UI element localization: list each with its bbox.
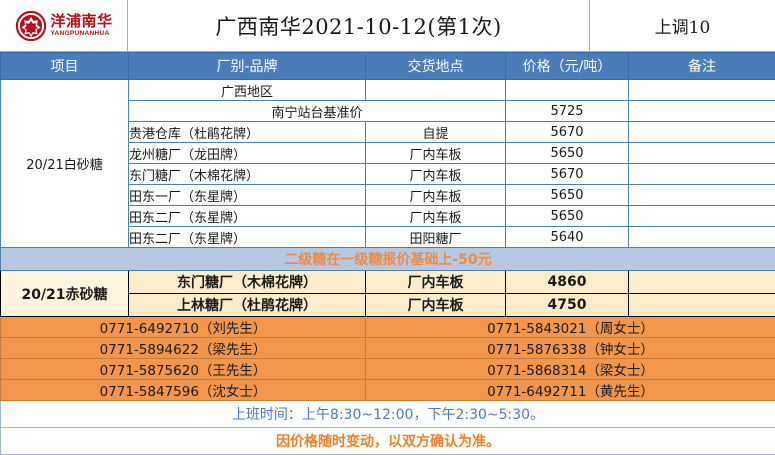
place-cell: 厂内车板: [366, 164, 506, 185]
place-cell: 厂内车板: [366, 294, 506, 317]
note-cell: [629, 122, 775, 143]
table-row: 20/21赤砂糖 东门糖厂（木棉花牌） 厂内车板 4860: [1, 271, 775, 294]
col-header-price: 价格（元/吨）: [506, 53, 629, 80]
contact-row: 0771-5894622（梁先生） 0771-5876338（钟女士）: [1, 338, 775, 359]
note-cell: [629, 185, 775, 206]
brand-cell: 东门糖厂（木棉花牌）: [129, 164, 366, 185]
benchmark-note: [629, 101, 775, 122]
brand-cell: 上林糖厂（杜鹃花牌）: [129, 294, 366, 317]
brand-cell: 龙州糖厂（龙田牌）: [129, 143, 366, 164]
table-header-row: 项目 厂别-品牌 交货地点 价格（元/吨） 备注: [1, 53, 775, 80]
logo-name-cn: 洋浦南华: [50, 14, 112, 29]
section-label-white-sugar: 20/21白砂糖: [1, 80, 129, 248]
price-table: 项目 厂别-品牌 交货地点 价格（元/吨） 备注 20/21白砂糖 广西地区 南…: [0, 52, 775, 455]
note-cell: [629, 164, 775, 185]
note-cell: [629, 294, 775, 317]
contact-right[interactable]: 0771-6492711（黄先生）: [366, 380, 775, 401]
grade-note-text: 二级糖在一级糖报价基础上-50元: [1, 248, 775, 271]
logo-name-en: YANGPUNANHUA: [50, 31, 109, 38]
place-cell: 厂内车板: [366, 185, 506, 206]
brand-cell: 田东二厂（东星牌）: [129, 227, 366, 248]
contact-right[interactable]: 0771-5868314（梁女士）: [366, 359, 775, 380]
flower-emblem-icon: [16, 11, 46, 41]
price-cell: 5640: [506, 227, 629, 248]
title-bar: 洋浦南华 YANGPUNANHUA 广西南华2021-10-12(第1次) 上调…: [0, 0, 775, 52]
page-title: 广西南华2021-10-12(第1次): [128, 0, 590, 51]
business-hours-text: 上班时间：上午8:30~12:00，下午2:30~5:30。: [1, 401, 775, 428]
benchmark-price: 5725: [506, 101, 629, 122]
table-row: 20/21白砂糖 广西地区: [1, 80, 775, 101]
price-adjustment-label: 上调10: [590, 0, 775, 51]
benchmark-label: 南宁站台基准价: [129, 101, 506, 122]
col-header-brand: 厂别-品牌: [129, 53, 366, 80]
footer-disclaimer-row: 因价格随时变动，以双方确认为准。: [1, 428, 775, 455]
company-logo: 洋浦南华 YANGPUNANHUA: [0, 0, 128, 51]
col-header-item: 项目: [1, 53, 129, 80]
grade-note-band: 二级糖在一级糖报价基础上-50元: [1, 248, 775, 271]
price-cell: 5650: [506, 206, 629, 227]
place-cell: 厂内车板: [366, 143, 506, 164]
col-header-note: 备注: [629, 53, 775, 80]
contact-row: 0771-5847596（沈女士） 0771-6492711（黄先生）: [1, 380, 775, 401]
region-price-blank: [506, 80, 629, 101]
note-cell: [629, 227, 775, 248]
brand-cell: 田东二厂（东星牌）: [129, 206, 366, 227]
contact-right[interactable]: 0771-5876338（钟女士）: [366, 338, 775, 359]
region-place-blank: [366, 80, 506, 101]
place-cell: 厂内车板: [366, 206, 506, 227]
place-cell: 自提: [366, 122, 506, 143]
price-cell: 5650: [506, 185, 629, 206]
price-cell: 4750: [506, 294, 629, 317]
logo-wordmark: 洋浦南华 YANGPUNANHUA: [50, 14, 112, 38]
col-header-place: 交货地点: [366, 53, 506, 80]
footer-hours-row: 上班时间：上午8:30~12:00，下午2:30~5:30。: [1, 401, 775, 428]
contact-right[interactable]: 0771-5843021（周女士）: [366, 317, 775, 338]
contact-left[interactable]: 0771-5847596（沈女士）: [1, 380, 366, 401]
place-cell: 厂内车板: [366, 271, 506, 294]
price-cell: 5650: [506, 143, 629, 164]
contact-row: 0771-5875620（王先生） 0771-5868314（梁女士）: [1, 359, 775, 380]
note-cell: [629, 206, 775, 227]
note-cell: [629, 143, 775, 164]
price-cell: 5670: [506, 164, 629, 185]
brand-cell: 贵港仓库（杜鹃花牌）: [129, 122, 366, 143]
price-cell: 4860: [506, 271, 629, 294]
region-heading: 广西地区: [129, 80, 366, 101]
contact-left[interactable]: 0771-5894622（梁先生）: [1, 338, 366, 359]
note-cell: [629, 271, 775, 294]
region-note-blank: [629, 80, 775, 101]
disclaimer-text: 因价格随时变动，以双方确认为准。: [1, 428, 775, 455]
contact-left[interactable]: 0771-6492710（刘先生）: [1, 317, 366, 338]
section-label-red-sugar: 20/21赤砂糖: [1, 271, 129, 317]
brand-cell: 东门糖厂（木棉花牌）: [129, 271, 366, 294]
brand-cell: 田东一厂（东星牌）: [129, 185, 366, 206]
contact-row: 0771-6492710（刘先生） 0771-5843021（周女士）: [1, 317, 775, 338]
place-cell: 田阳糖厂: [366, 227, 506, 248]
price-cell: 5670: [506, 122, 629, 143]
contact-left[interactable]: 0771-5875620（王先生）: [1, 359, 366, 380]
